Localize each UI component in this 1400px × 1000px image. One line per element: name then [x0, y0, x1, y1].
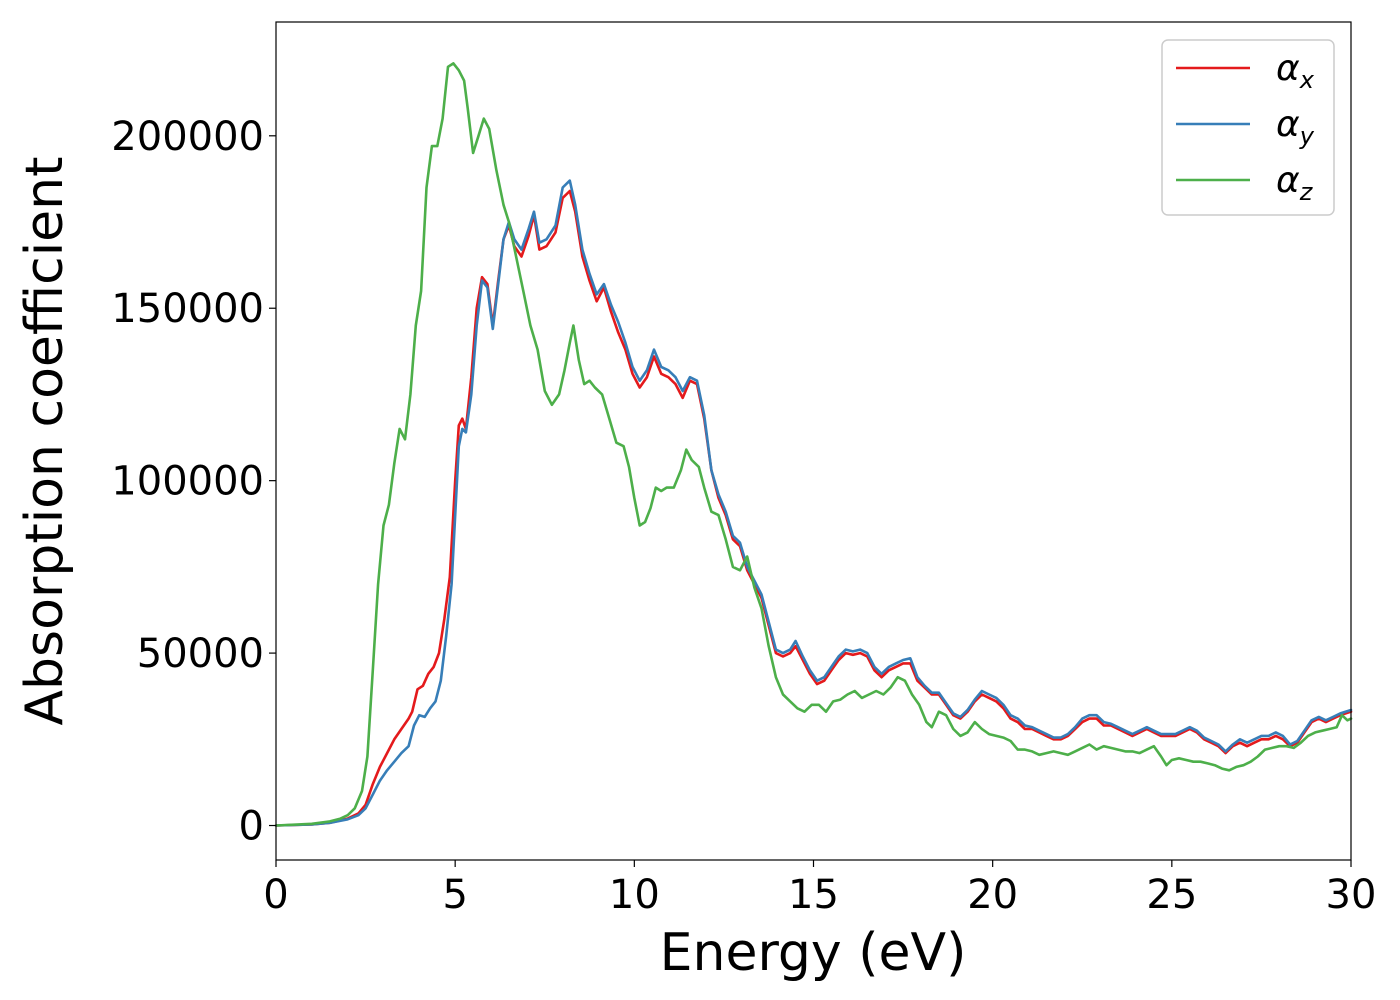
- y-axis-label: Absorption coefficient: [15, 156, 75, 725]
- x-tick-label: 30: [1326, 872, 1377, 918]
- y-tick-label: 100000: [111, 459, 264, 505]
- x-tick-label: 20: [967, 872, 1018, 918]
- y-tick-label: 150000: [111, 286, 264, 332]
- series-line-x: [274, 189, 1353, 827]
- x-tick-label: 5: [442, 872, 467, 918]
- y-tick-label: 0: [239, 804, 264, 850]
- y-tick-label: 50000: [137, 631, 264, 677]
- y-axis-ticks: 0 50000 100000 150000 200000: [111, 114, 276, 850]
- legend-box: [1161, 39, 1335, 216]
- x-tick-label: 10: [609, 872, 660, 918]
- y-tick-label: 200000: [111, 114, 264, 160]
- x-axis-ticks: 0 5 10 15 20 25 30: [263, 860, 1376, 918]
- x-tick-label: 25: [1146, 872, 1197, 918]
- x-tick-label: 15: [788, 872, 839, 918]
- x-axis-label: Energy (eV): [660, 923, 967, 983]
- series-line-y: [274, 179, 1353, 827]
- series-line-z: [274, 62, 1353, 827]
- series-layer: [274, 62, 1353, 827]
- x-tick-label: 0: [263, 872, 288, 918]
